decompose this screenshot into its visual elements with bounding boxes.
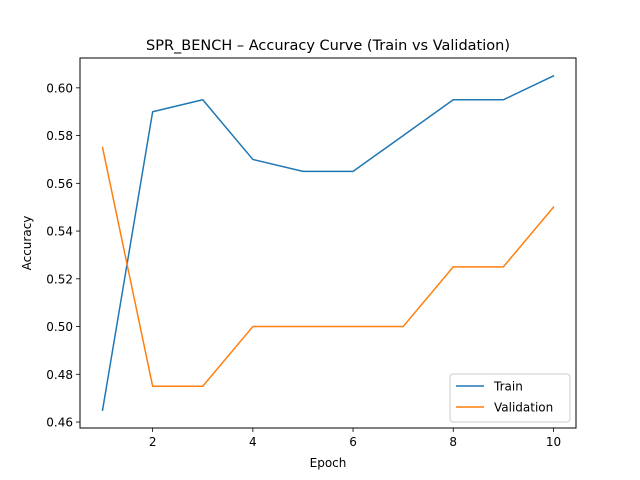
plot-area-frame (79, 57, 577, 429)
x-tick-label-4: 4 (249, 435, 257, 449)
x-tick-label-2: 2 (149, 435, 157, 449)
legend-label-train: Train (493, 380, 523, 394)
x-tick-label-10: 10 (546, 435, 561, 449)
series-line-validation (101, 146, 555, 387)
y-tick-label-4: 0.54 (46, 225, 73, 239)
y-tick-label-7: 0.60 (46, 81, 73, 95)
y-tick-label-2: 0.50 (46, 320, 73, 334)
y-tick-label-3: 0.52 (46, 272, 73, 286)
legend: Train Validation (449, 373, 571, 423)
x-axis-label: Epoch (310, 456, 347, 470)
y-tick-label-1: 0.48 (46, 368, 73, 382)
y-tick-label-6: 0.58 (46, 129, 73, 143)
y-axis-label: Accuracy (20, 216, 34, 271)
legend-label-validation: Validation (494, 401, 553, 415)
chart-title: SPR_BENCH – Accuracy Curve (Train vs Val… (146, 38, 510, 54)
series-line-train (101, 74, 555, 411)
series-lines (101, 74, 555, 411)
x-tick-label-8: 8 (449, 435, 457, 449)
y-tick-label-5: 0.56 (46, 177, 73, 191)
x-tick-label-6: 6 (349, 435, 357, 449)
x-axis-ticks: 2 4 6 8 10 (149, 428, 561, 449)
y-tick-label-0: 0.46 (46, 416, 73, 430)
y-axis-ticks: 0.46 0.48 0.50 0.52 0.54 0.56 0.58 0.60 (46, 81, 80, 430)
